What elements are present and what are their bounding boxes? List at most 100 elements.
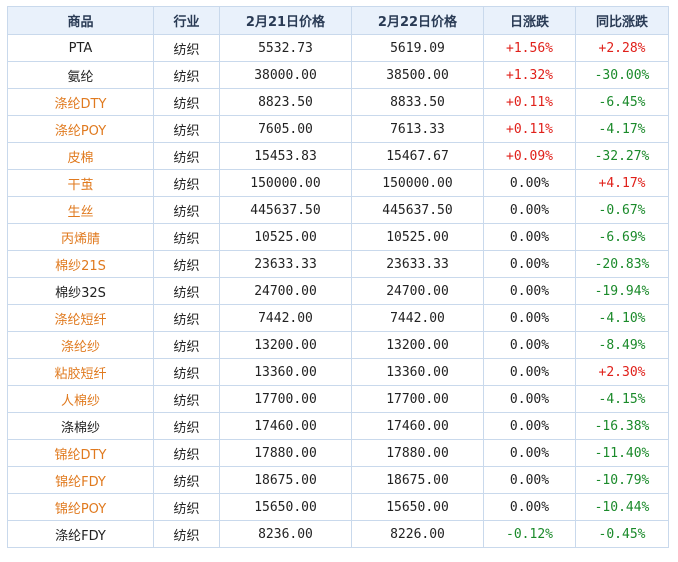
industry-cell: 纺织	[153, 223, 220, 251]
daily-change-cell: +1.32%	[483, 61, 576, 89]
industry-cell: 纺织	[153, 142, 220, 170]
industry-cell: 纺织	[153, 304, 220, 332]
price-feb22-cell: 38500.00	[351, 61, 484, 89]
yoy-change-cell: -0.67%	[575, 196, 669, 224]
price-feb21-cell: 23633.33	[219, 250, 352, 278]
table-row: 皮棉 纺织 15453.83 15467.67 +0.09% -32.27%	[7, 142, 669, 170]
commodity-name[interactable]: 干茧	[7, 169, 154, 197]
industry-cell: 纺织	[153, 385, 220, 413]
commodity-name[interactable]: 棉纱21S	[7, 250, 154, 278]
yoy-change-cell: -10.44%	[575, 493, 669, 521]
header-price-feb21: 2月21日价格	[219, 6, 352, 35]
industry-cell: 纺织	[153, 61, 220, 89]
table-row: 涤纶纱 纺织 13200.00 13200.00 0.00% -8.49%	[7, 331, 669, 359]
table-row: 锦纶DTY 纺织 17880.00 17880.00 0.00% -11.40%	[7, 439, 669, 467]
industry-cell: 纺织	[153, 115, 220, 143]
commodity-name[interactable]: 丙烯腈	[7, 223, 154, 251]
price-feb21-cell: 15453.83	[219, 142, 352, 170]
yoy-change-cell: +2.28%	[575, 34, 669, 62]
table-row: 氨纶 纺织 38000.00 38500.00 +1.32% -30.00%	[7, 61, 669, 89]
price-feb21-cell: 17700.00	[219, 385, 352, 413]
yoy-change-cell: -6.45%	[575, 88, 669, 116]
commodity-name[interactable]: 涤纶短纤	[7, 304, 154, 332]
yoy-change-cell: -32.27%	[575, 142, 669, 170]
table-row: 涤棉纱 纺织 17460.00 17460.00 0.00% -16.38%	[7, 412, 669, 440]
industry-cell: 纺织	[153, 358, 220, 386]
header-price-feb22: 2月22日价格	[351, 6, 484, 35]
price-feb21-cell: 13200.00	[219, 331, 352, 359]
daily-change-cell: 0.00%	[483, 250, 576, 278]
price-feb21-cell: 17460.00	[219, 412, 352, 440]
daily-change-cell: 0.00%	[483, 385, 576, 413]
daily-change-cell: +1.56%	[483, 34, 576, 62]
yoy-change-cell: -4.15%	[575, 385, 669, 413]
price-feb21-cell: 7605.00	[219, 115, 352, 143]
table-header: 商品 行业 2月21日价格 2月22日价格 日涨跌 同比涨跌	[7, 6, 669, 35]
industry-cell: 纺织	[153, 196, 220, 224]
yoy-change-cell: -16.38%	[575, 412, 669, 440]
price-feb22-cell: 13200.00	[351, 331, 484, 359]
industry-cell: 纺织	[153, 277, 220, 305]
industry-cell: 纺织	[153, 34, 220, 62]
yoy-change-cell: -11.40%	[575, 439, 669, 467]
yoy-change-cell: -6.69%	[575, 223, 669, 251]
daily-change-cell: 0.00%	[483, 493, 576, 521]
yoy-change-cell: +2.30%	[575, 358, 669, 386]
commodity-name[interactable]: 涤纶DTY	[7, 88, 154, 116]
industry-cell: 纺织	[153, 331, 220, 359]
daily-change-cell: 0.00%	[483, 466, 576, 494]
industry-cell: 纺织	[153, 493, 220, 521]
price-feb22-cell: 10525.00	[351, 223, 484, 251]
industry-cell: 纺织	[153, 439, 220, 467]
commodity-name[interactable]: 粘胶短纤	[7, 358, 154, 386]
table-row: 涤纶POY 纺织 7605.00 7613.33 +0.11% -4.17%	[7, 115, 669, 143]
price-feb21-cell: 445637.50	[219, 196, 352, 224]
yoy-change-cell: -0.45%	[575, 520, 669, 548]
price-feb22-cell: 18675.00	[351, 466, 484, 494]
daily-change-cell: -0.12%	[483, 520, 576, 548]
commodity-name[interactable]: 锦纶DTY	[7, 439, 154, 467]
price-feb22-cell: 15650.00	[351, 493, 484, 521]
yoy-change-cell: +4.17%	[575, 169, 669, 197]
commodity-name[interactable]: 涤纶POY	[7, 115, 154, 143]
table-row: PTA 纺织 5532.73 5619.09 +1.56% +2.28%	[7, 34, 669, 62]
table-row: 干茧 纺织 150000.00 150000.00 0.00% +4.17%	[7, 169, 669, 197]
commodity-name: 涤纶FDY	[7, 520, 154, 548]
table-row: 涤纶DTY 纺织 8823.50 8833.50 +0.11% -6.45%	[7, 88, 669, 116]
daily-change-cell: 0.00%	[483, 223, 576, 251]
price-feb21-cell: 7442.00	[219, 304, 352, 332]
header-industry: 行业	[153, 6, 220, 35]
commodity-name[interactable]: 锦纶FDY	[7, 466, 154, 494]
price-table-container: 商品 行业 2月21日价格 2月22日价格 日涨跌 同比涨跌 PTA 纺织 5532…	[7, 6, 669, 548]
industry-cell: 纺织	[153, 466, 220, 494]
commodity-name[interactable]: 人棉纱	[7, 385, 154, 413]
table-row: 丙烯腈 纺织 10525.00 10525.00 0.00% -6.69%	[7, 223, 669, 251]
industry-cell: 纺织	[153, 520, 220, 548]
yoy-change-cell: -4.17%	[575, 115, 669, 143]
daily-change-cell: 0.00%	[483, 358, 576, 386]
commodity-name[interactable]: 生丝	[7, 196, 154, 224]
commodity-name[interactable]: 皮棉	[7, 142, 154, 170]
commodity-name[interactable]: 涤纶纱	[7, 331, 154, 359]
daily-change-cell: +0.11%	[483, 88, 576, 116]
yoy-change-cell: -20.83%	[575, 250, 669, 278]
daily-change-cell: 0.00%	[483, 169, 576, 197]
price-feb22-cell: 17880.00	[351, 439, 484, 467]
industry-cell: 纺织	[153, 169, 220, 197]
daily-change-cell: 0.00%	[483, 439, 576, 467]
commodity-name: 棉纱32S	[7, 277, 154, 305]
industry-cell: 纺织	[153, 88, 220, 116]
industry-cell: 纺织	[153, 412, 220, 440]
price-feb21-cell: 8823.50	[219, 88, 352, 116]
price-feb22-cell: 445637.50	[351, 196, 484, 224]
daily-change-cell: 0.00%	[483, 304, 576, 332]
table-row: 棉纱32S 纺织 24700.00 24700.00 0.00% -19.94%	[7, 277, 669, 305]
commodity-name[interactable]: 锦纶POY	[7, 493, 154, 521]
price-feb21-cell: 15650.00	[219, 493, 352, 521]
yoy-change-cell: -4.10%	[575, 304, 669, 332]
header-yoy-change: 同比涨跌	[575, 6, 669, 35]
price-feb22-cell: 17700.00	[351, 385, 484, 413]
price-feb22-cell: 8833.50	[351, 88, 484, 116]
table-row: 锦纶POY 纺织 15650.00 15650.00 0.00% -10.44%	[7, 493, 669, 521]
yoy-change-cell: -8.49%	[575, 331, 669, 359]
